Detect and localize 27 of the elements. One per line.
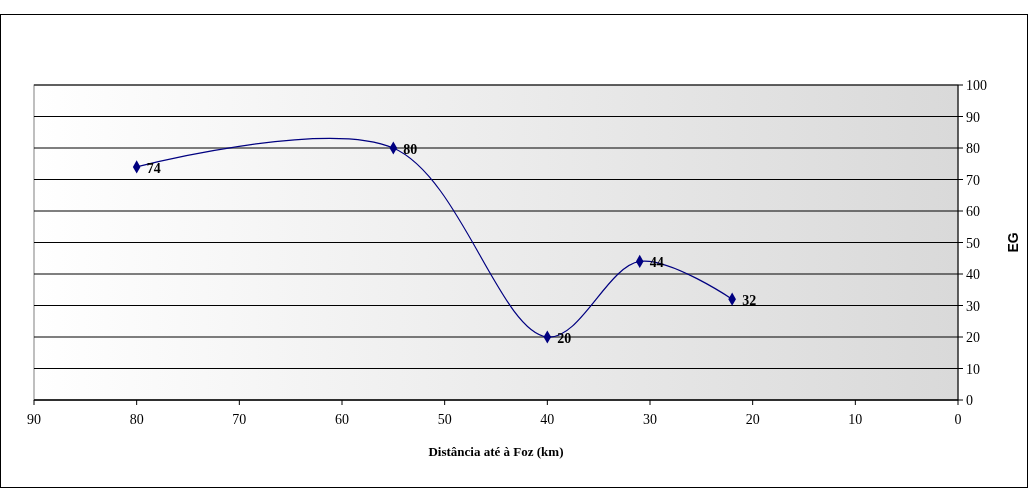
x-tick-label: 50 bbox=[437, 412, 452, 427]
x-tick-label: 40 bbox=[540, 412, 555, 427]
data-label: 20 bbox=[557, 331, 572, 346]
y-tick-label: 70 bbox=[966, 172, 980, 188]
y-tick-label: 30 bbox=[966, 298, 980, 314]
y-tick-label: 90 bbox=[966, 109, 980, 125]
y-axis-title: EG bbox=[1005, 232, 1021, 253]
x-tick-label: 0 bbox=[954, 412, 962, 427]
x-tick-label: 20 bbox=[745, 412, 760, 427]
y-tick-label: 10 bbox=[966, 361, 980, 377]
x-tick-label: 70 bbox=[232, 412, 247, 427]
y-tick-label: 40 bbox=[966, 267, 980, 282]
x-tick-label: 10 bbox=[848, 412, 863, 427]
y-tick-label: 60 bbox=[966, 204, 980, 219]
y-tick-label: 80 bbox=[966, 141, 980, 156]
x-tick-label: 90 bbox=[27, 412, 41, 427]
x-tick-label: 60 bbox=[335, 412, 349, 427]
data-label: 74 bbox=[146, 160, 161, 176]
y-tick-label: 20 bbox=[966, 330, 980, 345]
y-tick-label: 0 bbox=[966, 393, 973, 408]
x-tick-label: 80 bbox=[129, 412, 144, 427]
x-tick-label: 30 bbox=[643, 412, 657, 427]
y-tick-label: 100 bbox=[966, 78, 987, 93]
y-tick-label: 50 bbox=[966, 235, 980, 251]
data-label: 80 bbox=[403, 142, 418, 157]
data-label: 32 bbox=[742, 293, 757, 309]
x-axis-title: Distância até à Foz (km) bbox=[428, 444, 564, 459]
